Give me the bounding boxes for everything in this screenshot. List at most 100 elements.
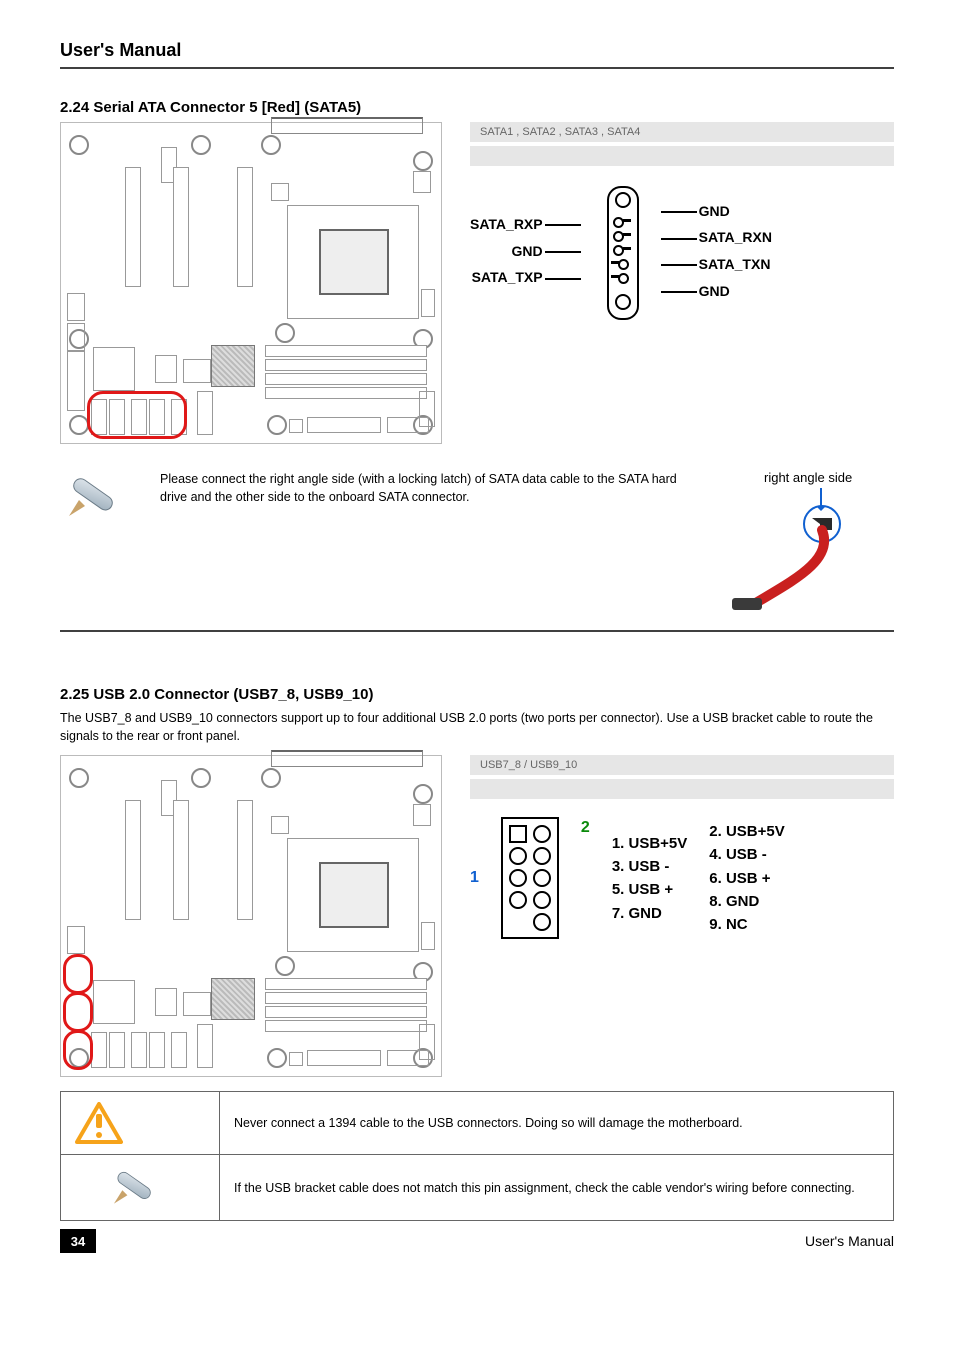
dimm-slot (265, 1006, 427, 1018)
screw-hole-icon (267, 415, 287, 435)
pin-icon (509, 847, 527, 865)
component (67, 351, 85, 411)
pin-label: 8. GND (709, 890, 784, 913)
pin-label: 5. USB + (612, 878, 687, 901)
pin-icon (509, 891, 527, 909)
slot (173, 800, 189, 920)
component (387, 1050, 429, 1066)
hint-text: If the USB bracket cable does not match … (220, 1155, 894, 1221)
cpu-die (319, 229, 389, 295)
section1-note-text: Please connect the right angle side (wit… (160, 470, 704, 506)
screw-hole-icon (191, 135, 211, 155)
screw-hole-icon (261, 135, 281, 155)
slot (237, 800, 253, 920)
page-footer: 34 User's Manual (60, 1229, 894, 1253)
highlight-marker (63, 954, 93, 994)
table-row: If the USB bracket cable does not match … (61, 1155, 894, 1221)
sata-port (171, 1032, 187, 1068)
pin-icon (533, 891, 551, 909)
component (289, 1052, 303, 1066)
pin-label: 1. USB+5V (612, 832, 687, 855)
section2-desc: The USB7_8 and USB9_10 connectors suppor… (60, 709, 894, 745)
pin-label: 4. USB - (709, 843, 784, 866)
connector-name-bar: SATA1 , SATA2 , SATA3 , SATA4 (470, 122, 894, 142)
cpu-die (319, 862, 389, 928)
sata-port (91, 1032, 107, 1068)
sata-connector-icon (593, 186, 649, 316)
section2-title: 2.25 USB 2.0 Connector (USB7_8, USB9_10) (60, 686, 894, 703)
footer-label: User's Manual (805, 1233, 894, 1249)
spacer (60, 632, 894, 682)
slot (125, 800, 141, 920)
component (197, 1024, 213, 1068)
section1-right: SATA1 , SATA2 , SATA3 , SATA4 SATA_RXP G… (470, 122, 894, 316)
dimm-slot (265, 978, 427, 990)
mobo-diagram-2 (60, 755, 442, 1077)
component (421, 922, 435, 950)
pin-label: 2. USB+5V (709, 820, 784, 843)
cable-label: right angle side (764, 470, 852, 485)
slot (237, 167, 253, 287)
screw-hole-icon (261, 768, 281, 788)
mobo-diagram-1 (60, 122, 442, 444)
io-shield (271, 117, 423, 134)
section2-right: USB7_8 / USB9_10 1 2 1. USB+5V 3. USB - … (470, 755, 894, 939)
sata-pinout: SATA_RXP GND SATA_TXP GND SATA_RXN (470, 186, 894, 316)
pin-label: 3. USB - (612, 855, 687, 878)
highlight-marker (63, 1030, 93, 1070)
pin-icon (533, 825, 551, 843)
dimm-slot (265, 1020, 427, 1032)
dimm-slot (265, 359, 427, 371)
component (387, 417, 429, 433)
component (93, 980, 135, 1024)
component (413, 171, 431, 193)
pin-blank (509, 913, 523, 927)
sata-port (149, 1032, 165, 1068)
connector-subtitle-bar (470, 146, 894, 166)
component (271, 816, 289, 834)
slot (125, 167, 141, 287)
section1-title: 2.24 Serial ATA Connector 5 [Red] (SATA5… (60, 99, 894, 116)
pin-label: GND (511, 243, 542, 259)
usb-pins-left-col: 1. USB+5V 3. USB - 5. USB + 7. GND (612, 832, 687, 925)
dimm-slot (265, 387, 427, 399)
screw-hole-icon (191, 768, 211, 788)
screw-hole-icon (413, 784, 433, 804)
chipset-icon (211, 978, 255, 1020)
screw-hole-icon (267, 1048, 287, 1068)
component (421, 289, 435, 317)
pin-1-marker: 1 (470, 869, 479, 887)
pin-label: GND (699, 203, 730, 219)
component (93, 347, 135, 391)
component (271, 183, 289, 201)
usb-pins-right-col: 2. USB+5V 4. USB - 6. USB + 8. GND 9. NC (709, 820, 784, 936)
component (183, 992, 211, 1016)
pin-label: 6. USB + (709, 867, 784, 890)
usb-header-icon (501, 817, 559, 939)
dimm-slot (265, 345, 427, 357)
page: User's Manual 2.24 Serial ATA Connector … (0, 0, 954, 1283)
pin-label: SATA_TXN (699, 256, 771, 272)
usb-pinout: 1 2 1. USB+5V 3. USB - 5. USB + 7. GND 2… (470, 817, 894, 939)
component (413, 804, 431, 826)
dimm-slot (265, 992, 427, 1004)
component (289, 419, 303, 433)
section2-row: USB7_8 / USB9_10 1 2 1. USB+5V 3. USB - … (60, 755, 894, 1077)
pin-icon (533, 913, 551, 931)
io-shield (271, 750, 423, 767)
pin-label: SATA_RXN (699, 229, 772, 245)
screw-hole-icon (69, 135, 89, 155)
component (307, 1050, 381, 1066)
sata-labels-right: GND SATA_RXN SATA_TXN GND (659, 198, 772, 304)
caution-icon-cell (61, 1092, 220, 1155)
pin-label: SATA_RXP (470, 216, 543, 232)
component (67, 926, 85, 954)
sata-port (109, 1032, 125, 1068)
connector-name-bar: USB7_8 / USB9_10 (470, 755, 894, 775)
connector-subtitle-bar (470, 779, 894, 799)
component (155, 355, 177, 383)
sata-port (131, 1032, 147, 1068)
pin-label: SATA_TXP (472, 269, 543, 285)
slot (173, 167, 189, 287)
hint-icon-cell (61, 1155, 220, 1221)
